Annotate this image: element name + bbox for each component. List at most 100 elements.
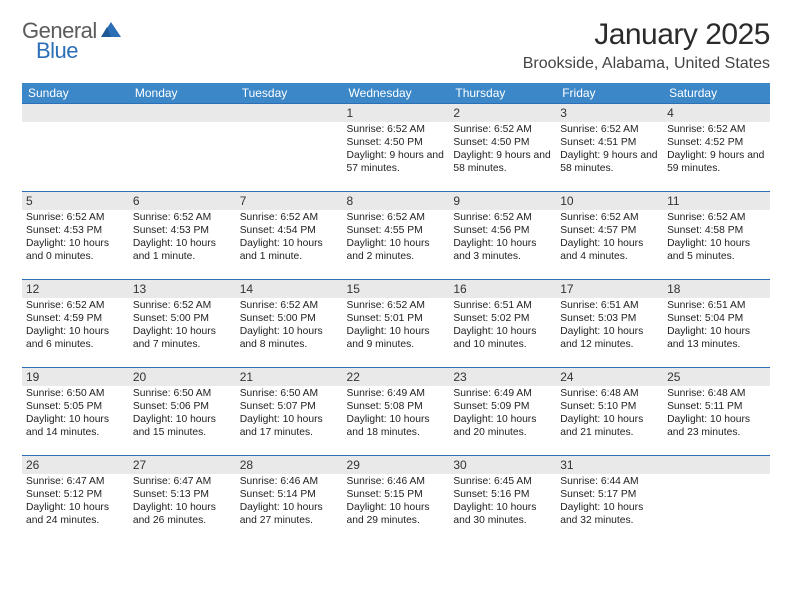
day-details: Sunrise: 6:52 AM Sunset: 4:54 PM Dayligh… (236, 210, 343, 265)
day-number: 7 (236, 192, 343, 210)
calendar-cell: 26Sunrise: 6:47 AM Sunset: 5:12 PM Dayli… (22, 456, 129, 544)
calendar-cell (663, 456, 770, 544)
day-number: 17 (556, 280, 663, 298)
calendar-cell: 28Sunrise: 6:46 AM Sunset: 5:14 PM Dayli… (236, 456, 343, 544)
calendar-table: Sunday Monday Tuesday Wednesday Thursday… (22, 83, 770, 544)
day-details: Sunrise: 6:50 AM Sunset: 5:05 PM Dayligh… (22, 386, 129, 441)
title-block: January 2025 Brookside, Alabama, United … (523, 18, 770, 79)
day-details: Sunrise: 6:51 AM Sunset: 5:03 PM Dayligh… (556, 298, 663, 353)
calendar-cell: 17Sunrise: 6:51 AM Sunset: 5:03 PM Dayli… (556, 280, 663, 368)
month-title: January 2025 (523, 18, 770, 52)
day-details: Sunrise: 6:52 AM Sunset: 5:00 PM Dayligh… (236, 298, 343, 353)
calendar-cell: 6Sunrise: 6:52 AM Sunset: 4:53 PM Daylig… (129, 192, 236, 280)
calendar-cell: 19Sunrise: 6:50 AM Sunset: 5:05 PM Dayli… (22, 368, 129, 456)
weekday-header: Tuesday (236, 83, 343, 104)
calendar-header: Sunday Monday Tuesday Wednesday Thursday… (22, 83, 770, 104)
day-details: Sunrise: 6:52 AM Sunset: 4:50 PM Dayligh… (343, 122, 450, 177)
calendar-row: 19Sunrise: 6:50 AM Sunset: 5:05 PM Dayli… (22, 368, 770, 456)
weekday-header: Sunday (22, 83, 129, 104)
calendar-row: 5Sunrise: 6:52 AM Sunset: 4:53 PM Daylig… (22, 192, 770, 280)
calendar-cell: 20Sunrise: 6:50 AM Sunset: 5:06 PM Dayli… (129, 368, 236, 456)
calendar-cell: 29Sunrise: 6:46 AM Sunset: 5:15 PM Dayli… (343, 456, 450, 544)
day-number: 25 (663, 368, 770, 386)
day-details: Sunrise: 6:46 AM Sunset: 5:15 PM Dayligh… (343, 474, 450, 529)
header-row: General Blue January 2025 Brookside, Ala… (22, 18, 770, 79)
day-number: 9 (449, 192, 556, 210)
day-details: Sunrise: 6:50 AM Sunset: 5:06 PM Dayligh… (129, 386, 236, 441)
day-number: 20 (129, 368, 236, 386)
day-details: Sunrise: 6:52 AM Sunset: 4:53 PM Dayligh… (129, 210, 236, 265)
calendar-cell: 14Sunrise: 6:52 AM Sunset: 5:00 PM Dayli… (236, 280, 343, 368)
brand-part2: Blue (36, 38, 78, 63)
day-number-empty (22, 104, 129, 122)
day-number: 16 (449, 280, 556, 298)
day-details: Sunrise: 6:51 AM Sunset: 5:04 PM Dayligh… (663, 298, 770, 353)
day-details: Sunrise: 6:49 AM Sunset: 5:09 PM Dayligh… (449, 386, 556, 441)
day-number: 19 (22, 368, 129, 386)
day-details: Sunrise: 6:47 AM Sunset: 5:13 PM Dayligh… (129, 474, 236, 529)
brand-logo: General Blue (22, 18, 123, 70)
day-details: Sunrise: 6:51 AM Sunset: 5:02 PM Dayligh… (449, 298, 556, 353)
day-details: Sunrise: 6:49 AM Sunset: 5:08 PM Dayligh… (343, 386, 450, 441)
calendar-cell: 5Sunrise: 6:52 AM Sunset: 4:53 PM Daylig… (22, 192, 129, 280)
day-number: 14 (236, 280, 343, 298)
day-details: Sunrise: 6:46 AM Sunset: 5:14 PM Dayligh… (236, 474, 343, 529)
calendar-cell: 10Sunrise: 6:52 AM Sunset: 4:57 PM Dayli… (556, 192, 663, 280)
calendar-cell: 27Sunrise: 6:47 AM Sunset: 5:13 PM Dayli… (129, 456, 236, 544)
day-details: Sunrise: 6:52 AM Sunset: 4:56 PM Dayligh… (449, 210, 556, 265)
weekday-header: Monday (129, 83, 236, 104)
day-number: 15 (343, 280, 450, 298)
weekday-header: Saturday (663, 83, 770, 104)
day-number: 11 (663, 192, 770, 210)
calendar-cell (236, 104, 343, 192)
day-number: 5 (22, 192, 129, 210)
day-number: 6 (129, 192, 236, 210)
calendar-row: 12Sunrise: 6:52 AM Sunset: 4:59 PM Dayli… (22, 280, 770, 368)
brand-text: General Blue (22, 18, 123, 70)
weekday-row: Sunday Monday Tuesday Wednesday Thursday… (22, 83, 770, 104)
day-details: Sunrise: 6:44 AM Sunset: 5:17 PM Dayligh… (556, 474, 663, 529)
calendar-cell: 31Sunrise: 6:44 AM Sunset: 5:17 PM Dayli… (556, 456, 663, 544)
calendar-cell: 13Sunrise: 6:52 AM Sunset: 5:00 PM Dayli… (129, 280, 236, 368)
calendar-page: General Blue January 2025 Brookside, Ala… (0, 0, 792, 554)
day-number: 24 (556, 368, 663, 386)
day-details: Sunrise: 6:52 AM Sunset: 4:58 PM Dayligh… (663, 210, 770, 265)
day-details: Sunrise: 6:52 AM Sunset: 5:00 PM Dayligh… (129, 298, 236, 353)
day-number-empty (129, 104, 236, 122)
day-number: 13 (129, 280, 236, 298)
calendar-cell: 11Sunrise: 6:52 AM Sunset: 4:58 PM Dayli… (663, 192, 770, 280)
day-details: Sunrise: 6:52 AM Sunset: 4:59 PM Dayligh… (22, 298, 129, 353)
calendar-cell: 2Sunrise: 6:52 AM Sunset: 4:50 PM Daylig… (449, 104, 556, 192)
day-number-empty (663, 456, 770, 474)
calendar-cell: 21Sunrise: 6:50 AM Sunset: 5:07 PM Dayli… (236, 368, 343, 456)
calendar-cell: 3Sunrise: 6:52 AM Sunset: 4:51 PM Daylig… (556, 104, 663, 192)
day-details: Sunrise: 6:52 AM Sunset: 4:51 PM Dayligh… (556, 122, 663, 177)
day-details: Sunrise: 6:52 AM Sunset: 4:55 PM Dayligh… (343, 210, 450, 265)
calendar-cell: 22Sunrise: 6:49 AM Sunset: 5:08 PM Dayli… (343, 368, 450, 456)
calendar-cell: 18Sunrise: 6:51 AM Sunset: 5:04 PM Dayli… (663, 280, 770, 368)
day-details: Sunrise: 6:47 AM Sunset: 5:12 PM Dayligh… (22, 474, 129, 529)
day-details: Sunrise: 6:52 AM Sunset: 4:57 PM Dayligh… (556, 210, 663, 265)
day-number: 29 (343, 456, 450, 474)
location-text: Brookside, Alabama, United States (523, 55, 770, 73)
day-details: Sunrise: 6:45 AM Sunset: 5:16 PM Dayligh… (449, 474, 556, 529)
day-number: 31 (556, 456, 663, 474)
weekday-header: Friday (556, 83, 663, 104)
day-number: 10 (556, 192, 663, 210)
day-number: 3 (556, 104, 663, 122)
day-details: Sunrise: 6:52 AM Sunset: 4:50 PM Dayligh… (449, 122, 556, 177)
day-details: Sunrise: 6:48 AM Sunset: 5:11 PM Dayligh… (663, 386, 770, 441)
day-details: Sunrise: 6:48 AM Sunset: 5:10 PM Dayligh… (556, 386, 663, 441)
calendar-cell: 7Sunrise: 6:52 AM Sunset: 4:54 PM Daylig… (236, 192, 343, 280)
calendar-row: 26Sunrise: 6:47 AM Sunset: 5:12 PM Dayli… (22, 456, 770, 544)
calendar-cell: 23Sunrise: 6:49 AM Sunset: 5:09 PM Dayli… (449, 368, 556, 456)
day-details: Sunrise: 6:52 AM Sunset: 4:52 PM Dayligh… (663, 122, 770, 177)
day-number: 18 (663, 280, 770, 298)
day-number: 8 (343, 192, 450, 210)
day-number: 2 (449, 104, 556, 122)
day-number: 27 (129, 456, 236, 474)
calendar-cell: 25Sunrise: 6:48 AM Sunset: 5:11 PM Dayli… (663, 368, 770, 456)
calendar-cell: 8Sunrise: 6:52 AM Sunset: 4:55 PM Daylig… (343, 192, 450, 280)
day-number: 1 (343, 104, 450, 122)
day-number-empty (236, 104, 343, 122)
